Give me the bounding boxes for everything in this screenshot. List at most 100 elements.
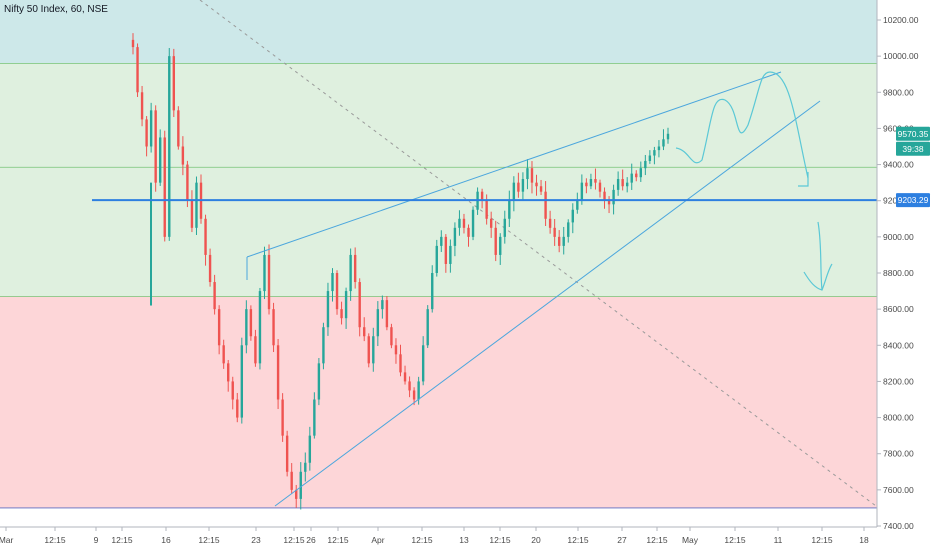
time-tick-label: 12:15 [198,535,220,545]
last-price-tag: 9570.35 [898,129,929,139]
candle-body [172,56,176,111]
candle-body [276,345,280,400]
candle-body [431,273,434,310]
wedge-lower-line [274,100,821,507]
candle-body [653,150,656,156]
candle-body [521,179,525,192]
candle-body [349,254,352,292]
candle-body [181,146,185,165]
candle-body [381,300,384,310]
candle-body [480,191,484,201]
projection-path [675,71,809,179]
dashed-trend-line [199,0,877,507]
countdown-tag: 39:38 [902,144,924,154]
candle-body [149,110,153,147]
candle-body [576,200,579,210]
countdown-tag-bg [896,141,930,156]
candle-body [213,282,216,310]
time-tick-label: 12:15 [567,535,589,545]
candle-body [317,363,321,400]
candle-body [567,222,570,237]
candle-body [508,200,511,219]
candle-body [281,399,284,436]
candle-body [344,291,348,319]
projection-arrow [798,172,809,187]
candle-body [635,173,638,178]
time-tick-label: Mar [0,535,13,545]
candle-body [285,435,289,472]
price-tick-label: 9000.00 [883,232,914,242]
candle-body [290,471,293,490]
candle-body [417,381,420,400]
time-axis-bg [0,527,877,550]
candle-body [467,227,470,237]
candle-body [227,363,230,382]
candle-body [308,435,312,463]
candle-body [603,191,606,201]
price-tick-label: 10000.00 [883,51,919,61]
candle-body [544,191,547,219]
candle-body [607,200,611,205]
price-tick-label: 8600.00 [883,304,914,314]
candle-body [299,471,302,499]
time-tick-label: 26 [306,535,316,545]
candle-body [453,227,457,246]
candle-body [494,227,497,255]
candle-body [535,182,538,187]
candle-body [666,133,670,140]
below-zone [0,507,877,527]
candle-body [657,146,661,151]
candle-body [140,92,144,120]
candle-body [530,168,534,183]
candle-body [231,381,234,400]
chart-title: Nifty 50 Index, 60, NSE [4,4,108,15]
candle-body [499,236,502,255]
candle-body [462,218,466,228]
time-tick-label: 12:15 [411,535,433,545]
price-tick-label: 9800.00 [883,87,914,97]
candle-body [263,254,266,292]
price-tick-label: 8400.00 [883,340,914,350]
price-tick-label: 8000.00 [883,413,914,423]
candle-body [358,282,361,328]
candle-body [662,139,665,147]
candle-body [240,345,244,418]
candle-body [616,179,620,190]
candle-body [562,236,565,246]
candle-body [204,218,207,255]
time-tick-label: 18 [859,535,869,545]
candle-body [625,182,629,187]
candle-body [630,173,633,183]
candle-body [163,137,166,237]
candle-body [503,218,506,237]
candle-body [208,254,212,283]
candle-body [648,155,652,161]
candle-body [136,47,139,93]
candle-body [426,309,429,346]
candle-body [131,39,135,48]
time-tick-label: 12:15 [489,535,511,545]
candle-body [304,462,307,472]
price-tick-label: 8200.00 [883,376,914,386]
candle-body [236,399,239,418]
candle-body [435,245,438,273]
price-tick-label: 7400.00 [883,521,914,531]
candle-body [412,390,416,400]
time-tick-label: 9 [94,535,99,545]
time-tick-label: 16 [161,535,171,545]
time-tick-label: 20 [531,535,541,545]
price-tick-label: 10200.00 [883,15,919,25]
time-tick-label: 13 [459,535,469,545]
candle-body [385,300,389,328]
candle-body [512,182,516,201]
time-tick-label: 12:15 [724,535,746,545]
candle-body [471,209,475,237]
candle-body [376,309,380,337]
candle-body [485,200,488,219]
candle-body [249,309,253,337]
zone-lower [0,296,877,508]
candle-body [295,489,298,499]
candle-body [458,218,461,228]
candle-body [190,200,194,228]
